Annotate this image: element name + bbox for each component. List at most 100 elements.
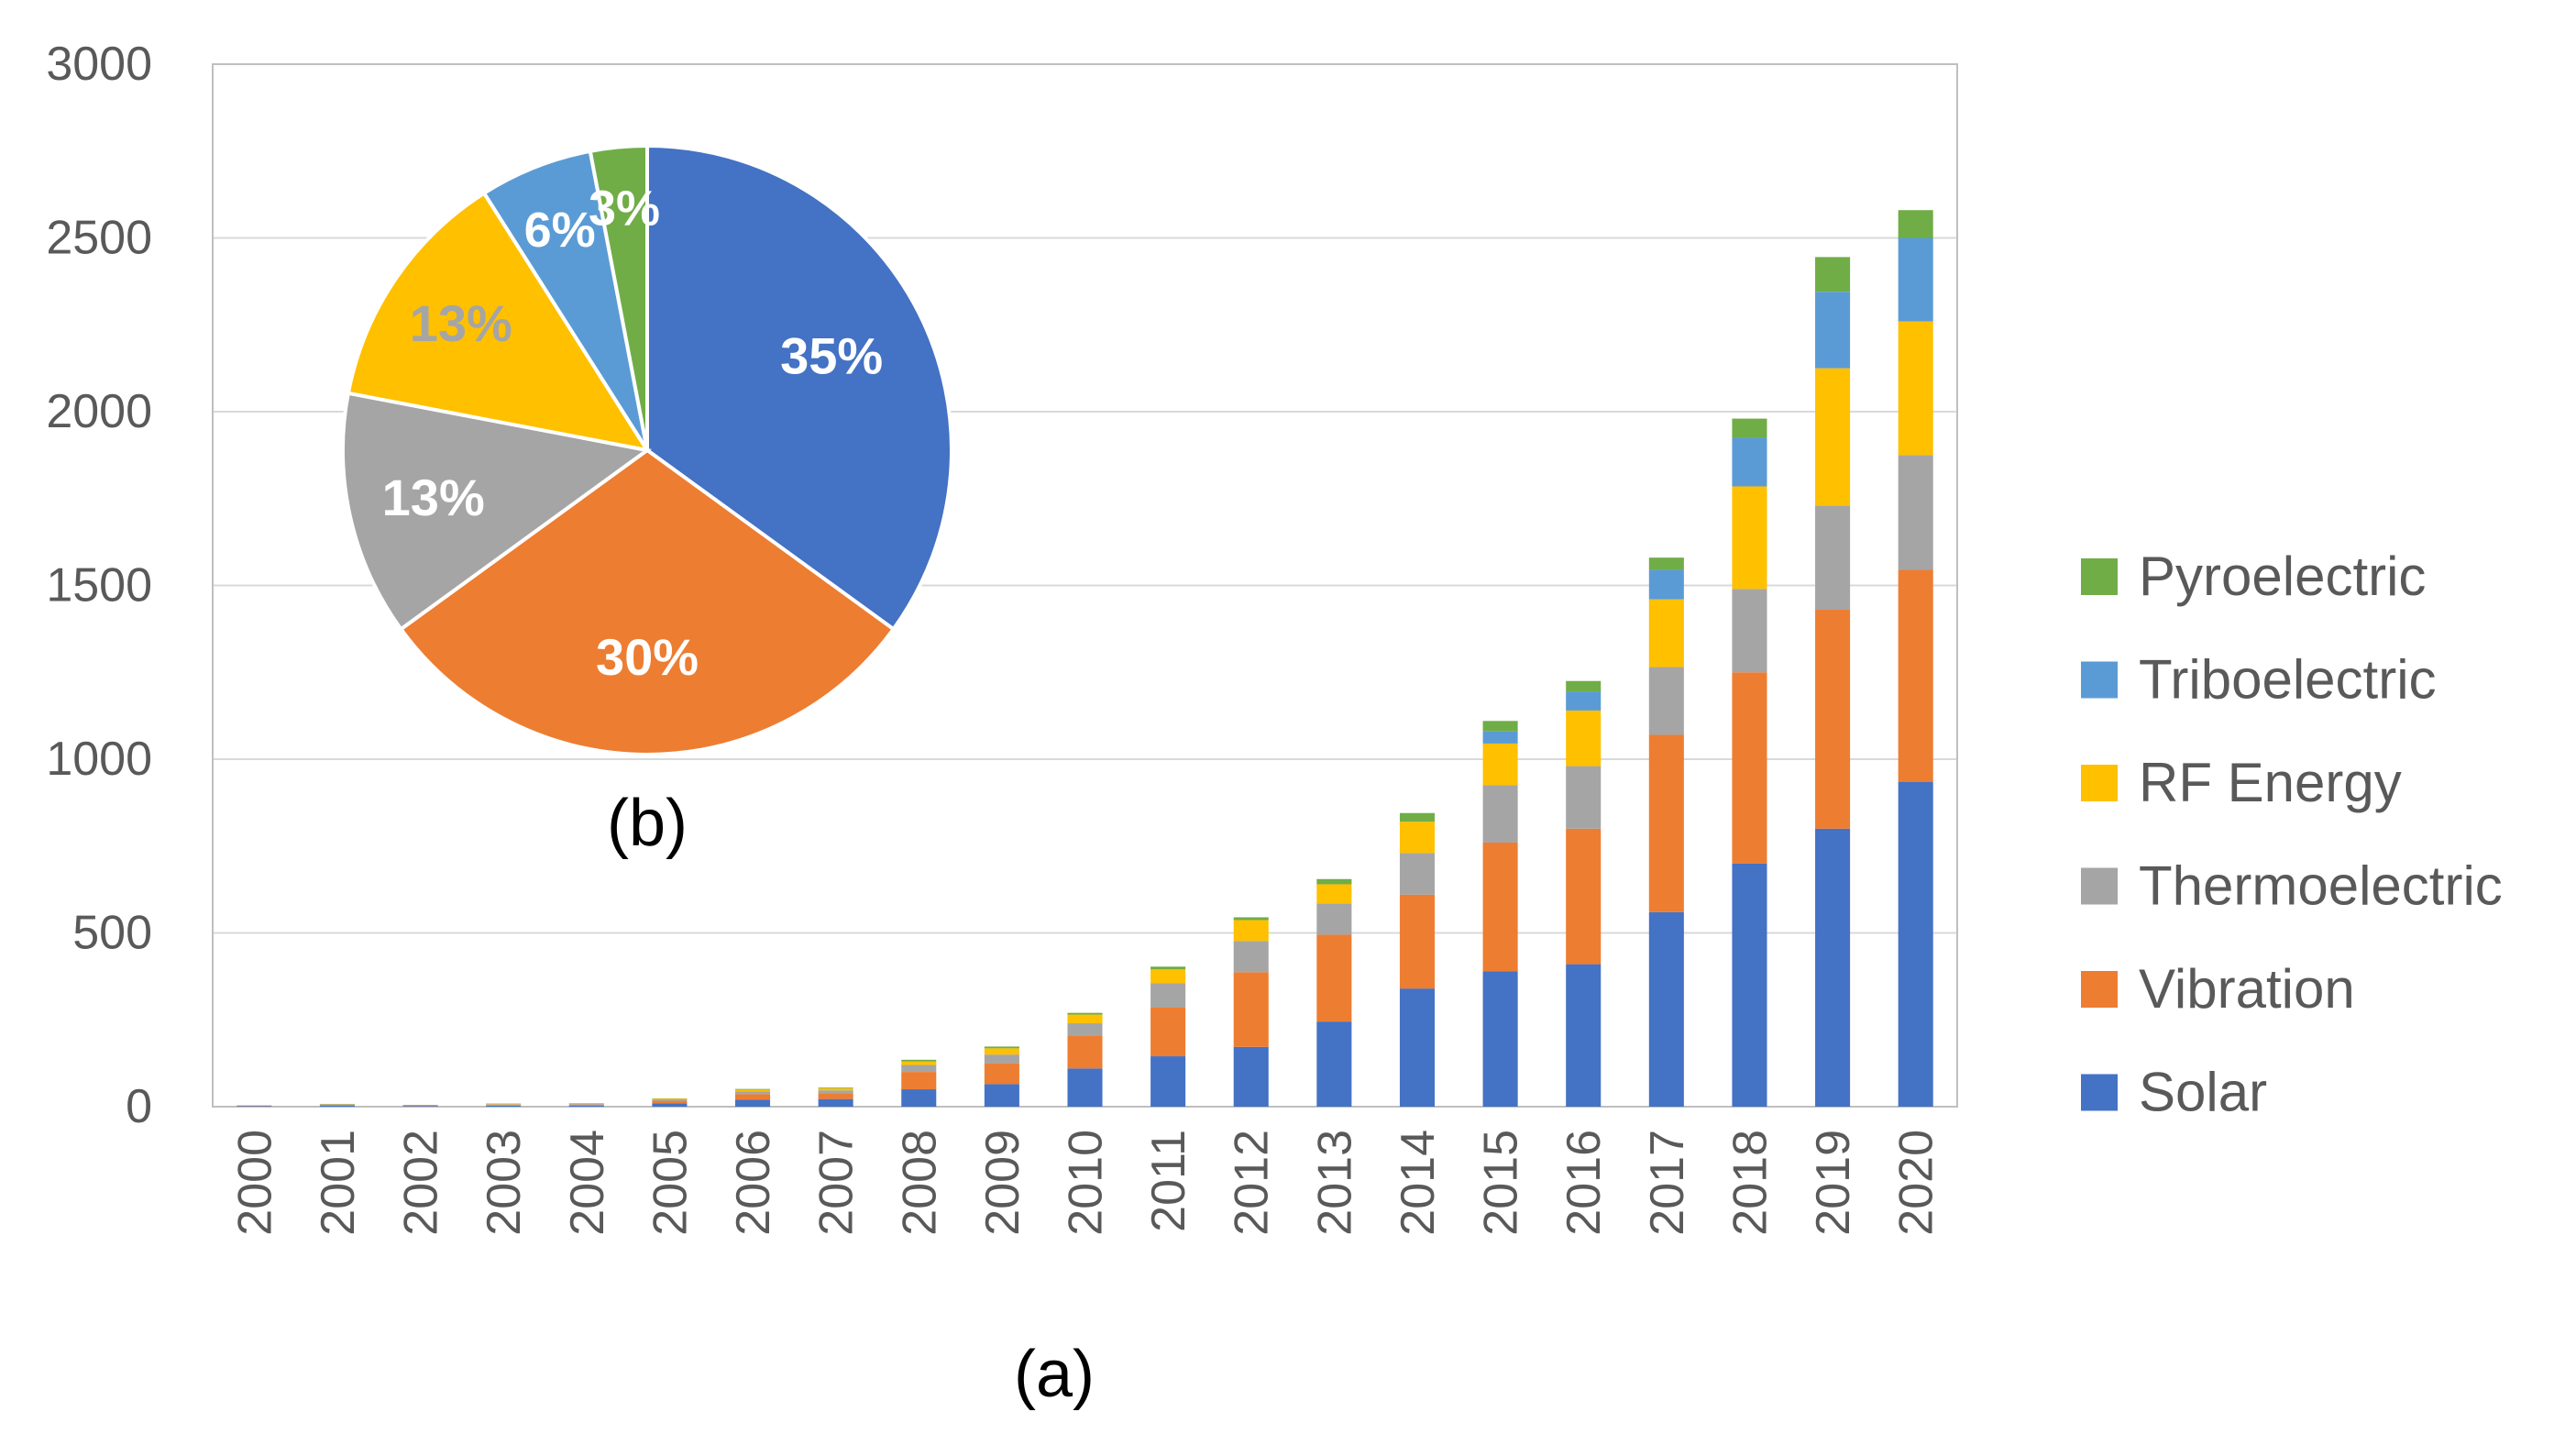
bar-segment-thermoelectric	[1400, 853, 1435, 894]
legend-swatch	[2081, 558, 2118, 595]
bar-segment-rf-energy	[1649, 600, 1684, 667]
bar-segment-vibration	[1566, 829, 1601, 965]
bar-segment-thermoelectric	[1732, 589, 1767, 672]
bar-segment-vibration	[569, 1105, 604, 1106]
bar-segment-solar	[1483, 971, 1518, 1107]
pie-chart: 35%30%13%13%6%3%	[343, 146, 952, 755]
x-tick-label: 2013	[1308, 1130, 1361, 1236]
legend-label: Thermoelectric	[2139, 855, 2503, 917]
bar-segment-pyroelectric	[819, 1087, 853, 1088]
bar-segment-triboelectric	[1483, 732, 1518, 744]
bar-segment-rf-energy	[1483, 744, 1518, 785]
bar-segment-solar	[1150, 1056, 1185, 1107]
bar-segment-solar	[237, 1106, 271, 1107]
bar-segment-thermoelectric	[652, 1099, 687, 1101]
x-tick-label: 2018	[1723, 1130, 1777, 1236]
bar-segment-vibration	[901, 1072, 936, 1089]
legend-swatch	[2081, 662, 2118, 699]
pie-slice-label: 13%	[410, 294, 512, 352]
bar-segment-vibration	[1815, 610, 1850, 829]
bar-segment-thermoelectric	[735, 1091, 770, 1094]
bar-segment-triboelectric	[1815, 292, 1850, 368]
legend-label: Triboelectric	[2139, 649, 2437, 711]
bar-segment-pyroelectric	[1815, 257, 1850, 292]
bar-segment-pyroelectric	[1234, 917, 1269, 920]
bar-segment-pyroelectric	[985, 1046, 1019, 1048]
bar-segment-vibration	[1067, 1035, 1102, 1068]
bar-segment-pyroelectric	[1483, 721, 1518, 731]
x-tick-label: 2011	[1142, 1130, 1195, 1232]
bar-segment-solar	[1566, 965, 1601, 1107]
legend-swatch	[2081, 1075, 2118, 1111]
x-tick-label: 2020	[1890, 1130, 1943, 1236]
bar-segment-solar	[819, 1099, 853, 1107]
legend-label: Vibration	[2139, 958, 2355, 1020]
bar-segment-solar	[1067, 1068, 1102, 1107]
x-tick-label: 2006	[727, 1130, 780, 1236]
bar-segment-vibration	[1234, 972, 1269, 1046]
caption-b: (b)	[607, 787, 688, 860]
pie-slice-label: 3%	[589, 182, 660, 237]
bar-segment-pyroelectric	[1649, 557, 1684, 569]
bar-segment-rf-energy	[1566, 711, 1601, 767]
bar-segment-thermoelectric	[1899, 455, 1933, 569]
x-tick-label: 2009	[976, 1130, 1029, 1236]
bar-segment-solar	[652, 1103, 687, 1107]
bar-segment-solar	[1234, 1047, 1269, 1107]
pie-slice-label: 35%	[780, 327, 883, 385]
x-tick-label: 2017	[1641, 1130, 1694, 1236]
pie-slice-label: 13%	[382, 469, 485, 526]
bar-segment-rf-energy	[1316, 884, 1351, 903]
bar-segment-pyroelectric	[735, 1089, 770, 1090]
bar-segment-pyroelectric	[1732, 419, 1767, 438]
bar-segment-thermoelectric	[1067, 1023, 1102, 1035]
bar-segment-solar	[985, 1084, 1019, 1107]
x-tick-label: 2004	[561, 1130, 614, 1236]
bar-segment-rf-energy	[735, 1089, 770, 1091]
x-tick-label: 2005	[644, 1130, 697, 1236]
x-tick-label: 2003	[478, 1130, 531, 1236]
bar-segment-triboelectric	[1566, 691, 1601, 711]
bar-segment-rf-energy	[1732, 486, 1767, 589]
bar-segment-rf-energy	[985, 1048, 1019, 1054]
bar-segment-vibration	[985, 1064, 1019, 1085]
x-tick-label: 2012	[1226, 1130, 1279, 1236]
x-tick-label: 2016	[1558, 1130, 1611, 1236]
x-tick-label: 2015	[1475, 1130, 1528, 1236]
bar-segment-solar	[1732, 864, 1767, 1107]
x-tick-label: 2019	[1807, 1130, 1860, 1236]
bar-segment-solar	[735, 1099, 770, 1107]
pie-slice-label: 30%	[596, 628, 699, 686]
bar-segment-solar	[1899, 782, 1933, 1107]
bar-segment-pyroelectric	[1150, 966, 1185, 969]
bar-segment-solar	[1316, 1021, 1351, 1107]
bar-segment-pyroelectric	[1316, 879, 1351, 885]
legend-label: Solar	[2139, 1062, 2267, 1123]
bar-segment-solar	[1400, 988, 1435, 1107]
bar-segment-triboelectric	[1732, 437, 1767, 486]
bar-segment-vibration	[320, 1105, 355, 1106]
bar-segment-solar	[403, 1106, 438, 1107]
bar-segment-vibration	[1150, 1008, 1185, 1056]
legend-label: RF Energy	[2139, 752, 2402, 813]
bar-segment-pyroelectric	[1067, 1013, 1102, 1015]
bar-segment-rf-energy	[1400, 822, 1435, 853]
bar-segment-solar	[901, 1089, 936, 1107]
bar-segment-pyroelectric	[1566, 681, 1601, 691]
bar-segment-rf-energy	[1815, 369, 1850, 506]
legend-swatch	[2081, 765, 2118, 801]
bar-segment-vibration	[486, 1105, 521, 1106]
bar-segment-thermoelectric	[1815, 505, 1850, 610]
bar-segment-solar	[486, 1106, 521, 1107]
bar-segment-vibration	[1316, 934, 1351, 1021]
bar-segment-rf-energy	[819, 1088, 853, 1090]
bar-segment-pyroelectric	[1899, 210, 1933, 237]
bar-segment-vibration	[1483, 843, 1518, 971]
caption-a: (a)	[1014, 1338, 1095, 1411]
legend-swatch	[2081, 868, 2118, 905]
y-tick-label: 2000	[46, 385, 152, 438]
bar-segment-rf-energy	[1067, 1015, 1102, 1023]
bar-segment-triboelectric	[1899, 238, 1933, 322]
bar-segment-vibration	[1899, 569, 1933, 781]
